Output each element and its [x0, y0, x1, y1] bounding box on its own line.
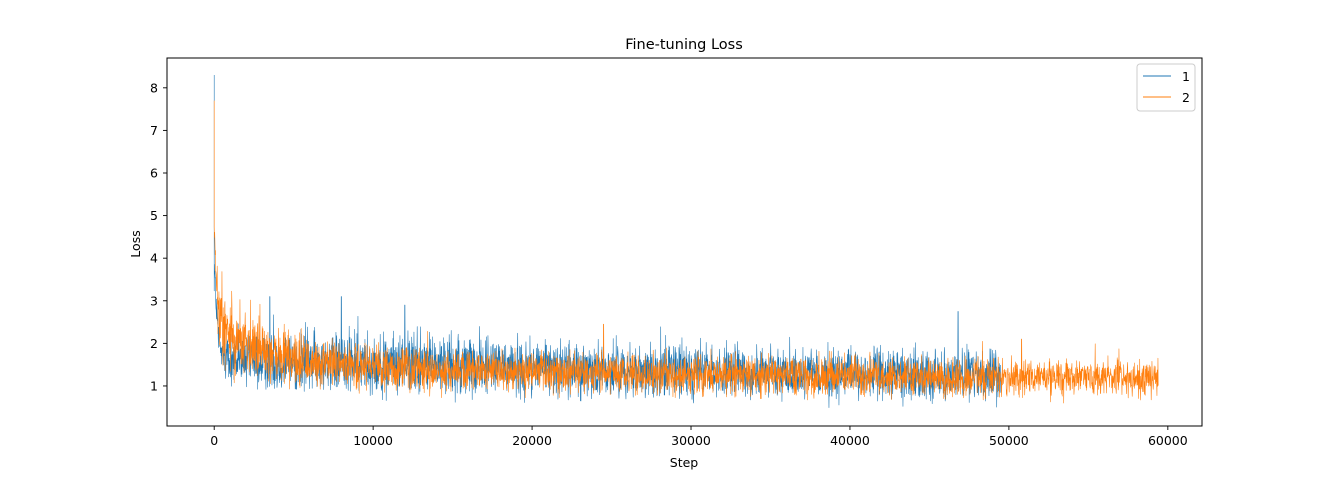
legend-label-series-2: 2 [1182, 90, 1190, 105]
axes-frame [166, 57, 1203, 427]
y-tick-label: 5 [150, 208, 158, 223]
y-tick-label: 8 [150, 80, 158, 95]
chart-title: Fine-tuning Loss [625, 37, 743, 53]
y-tick-label: 6 [150, 166, 158, 181]
y-axis-ticks: 1 2 3 4 5 6 7 8 [150, 80, 167, 393]
y-tick-label: 3 [150, 293, 158, 308]
x-tick-label: 30000 [671, 433, 711, 448]
x-axis-label: Step [670, 455, 699, 470]
x-axis-ticks: 0 10000 20000 30000 40000 50000 60000 [210, 426, 1188, 448]
y-tick-label: 7 [150, 123, 158, 138]
y-axis-label: Loss [128, 230, 143, 257]
plot-area [213, 75, 1159, 408]
x-tick-label: 10000 [353, 433, 393, 448]
y-tick-label: 2 [150, 336, 158, 351]
legend: 1 2 [1136, 63, 1196, 112]
x-tick-label: 0 [210, 433, 218, 448]
x-tick-label: 60000 [1148, 433, 1188, 448]
series-line-2 [213, 100, 1159, 404]
x-tick-label: 40000 [830, 433, 870, 448]
y-tick-label: 4 [150, 251, 158, 266]
x-tick-label: 50000 [989, 433, 1029, 448]
y-tick-label: 1 [150, 378, 158, 393]
legend-label-series-1: 1 [1182, 69, 1190, 84]
x-tick-label: 20000 [512, 433, 552, 448]
